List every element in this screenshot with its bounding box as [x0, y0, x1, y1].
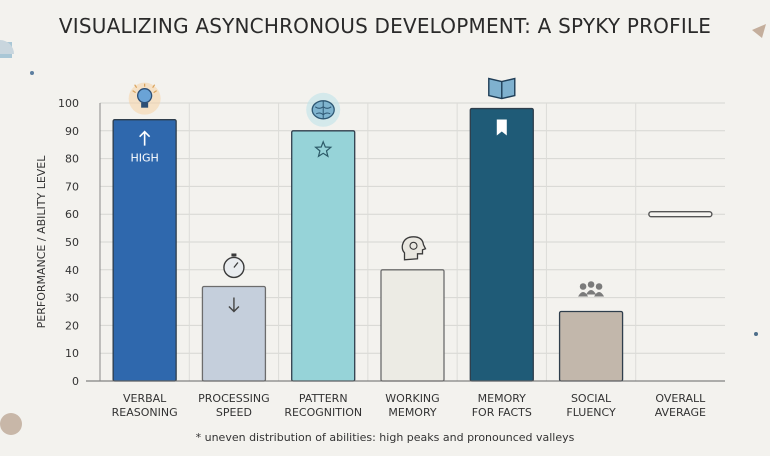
bar-label: HIGH	[130, 152, 158, 165]
people-icon	[578, 281, 605, 297]
y-tick-label: 90	[65, 125, 79, 138]
y-tick-label: 100	[58, 97, 79, 110]
y-tick-label: 30	[65, 292, 79, 305]
bars: HIGH	[112, 77, 713, 382]
decor-quarter-circle	[0, 40, 14, 54]
lightbulb-icon	[128, 82, 161, 115]
y-tick-label: 10	[65, 347, 79, 360]
x-tick-label: MEMORY	[388, 406, 437, 419]
x-tick-label: PATTERN	[299, 392, 348, 405]
x-tick-label: FOR FACTS	[472, 406, 532, 419]
x-tick-label: SPEED	[216, 406, 252, 419]
decor-dot-left	[30, 71, 34, 75]
stopwatch-icon	[223, 253, 245, 279]
x-tick-label: MEMORY	[478, 392, 527, 405]
bar	[469, 107, 534, 382]
y-tick-label: 20	[65, 319, 79, 332]
chart-note: * uneven distribution of abilities: high…	[195, 431, 575, 444]
bar	[558, 310, 624, 382]
x-tick-label: WORKING	[385, 392, 439, 405]
star-icon	[314, 140, 333, 158]
y-tick-label: 40	[65, 264, 79, 277]
decor-triangle	[752, 24, 766, 38]
x-tick-label: VERBAL	[123, 392, 167, 405]
y-tick-label: 60	[65, 208, 79, 221]
y-tick-label: 0	[72, 375, 79, 388]
x-tick-label: OVERALL	[655, 392, 706, 405]
decor-circle-bottom	[0, 413, 22, 435]
bar	[291, 130, 356, 382]
decor-dot-right	[754, 332, 758, 336]
head-gears-icon	[401, 236, 427, 261]
book-icon	[488, 77, 516, 100]
x-tick-label: SOCIAL	[571, 392, 612, 405]
brain-icon	[306, 92, 341, 127]
x-tick-label: FLUENCY	[566, 406, 616, 419]
y-axis-ticks: 0 10 20 30 40 50 60 70 80 90 100	[58, 97, 79, 388]
chart-title: VISUALIZING ASYNCHRONOUS DEVELOPMENT: A …	[58, 14, 712, 38]
x-tick-label: REASONING	[112, 406, 178, 419]
x-tick-label: RECOGNITION	[284, 406, 362, 419]
x-tick-label: AVERAGE	[655, 406, 706, 419]
y-tick-label: 70	[65, 180, 79, 193]
y-tick-label: 80	[65, 153, 79, 166]
bar	[380, 269, 445, 382]
bookmark-icon	[496, 119, 507, 136]
average-line-mark	[648, 210, 713, 218]
x-tick-label: PROCESSING	[198, 392, 270, 405]
arrow-down-icon	[228, 297, 240, 313]
y-axis-label: PERFORMANCE / ABILITY LEVEL	[35, 155, 48, 329]
y-tick-label: 50	[65, 236, 79, 249]
arrow-up-icon	[139, 130, 151, 146]
